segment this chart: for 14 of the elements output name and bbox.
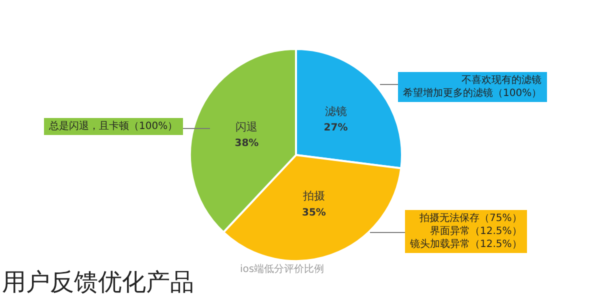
data-label: 27% [324, 122, 348, 134]
slice-label: 拍摄 [302, 190, 325, 203]
text: 界面异常（12.5%） [429, 225, 522, 238]
text: 镜头加载异常（12.5%） [410, 238, 522, 251]
data-label: 38% [234, 138, 259, 150]
text: 用户反馈优化产品 [2, 267, 194, 298]
data-label: 35% [302, 207, 326, 218]
slice-label: 滤镜 [324, 104, 347, 118]
text: ios端低分评价比例 [240, 262, 324, 276]
text: 不喜欢现有的滤镜 [460, 74, 542, 87]
text: 总是闪退，且卡顿（100%） [49, 120, 178, 133]
text: 拍摄无法保存（75%） [418, 212, 522, 225]
text: 希望增加更多的滤镜（100%） [403, 87, 542, 100]
slice-label: 闪退 [236, 120, 258, 134]
